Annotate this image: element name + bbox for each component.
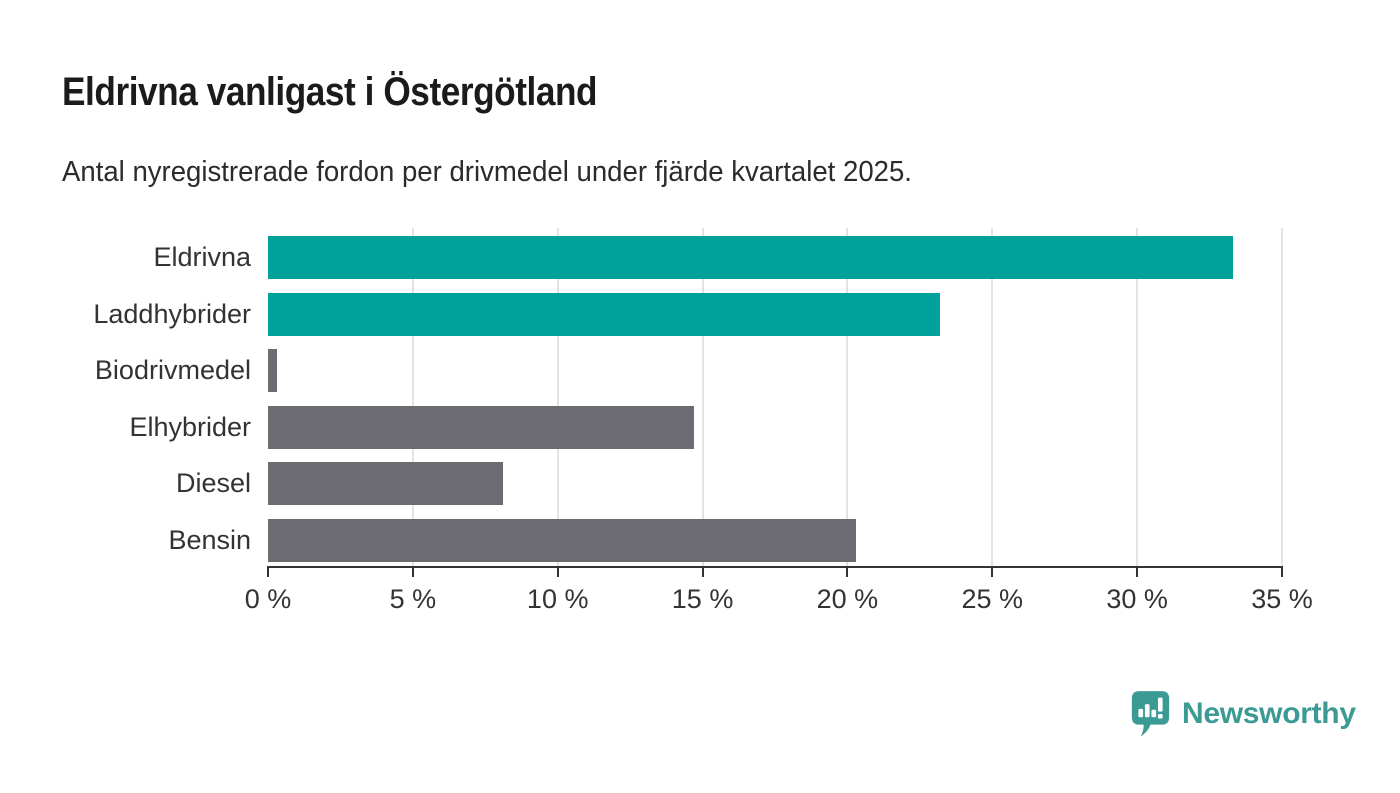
- bar-diesel: [268, 462, 503, 505]
- x-axis-tick-mark: [1136, 568, 1139, 577]
- x-axis-tick-label: 5 %: [389, 584, 437, 614]
- gridline: [556, 228, 559, 568]
- x-axis-line: [267, 566, 1283, 568]
- x-axis-tick-mark: [701, 568, 704, 577]
- newsworthy-logo: Newsworthy: [1130, 689, 1356, 738]
- x-axis-tick-label: 35 %: [1251, 584, 1313, 614]
- x-axis-tick-label: 20 %: [816, 584, 879, 614]
- x-axis-tick-mark: [556, 568, 559, 577]
- x-axis-tick-label: 15 %: [671, 584, 734, 614]
- gridline: [1136, 228, 1139, 568]
- category-label: Laddhybrider: [93, 299, 251, 329]
- gridline: [1281, 228, 1283, 568]
- x-axis-tick-label: 25 %: [961, 584, 1024, 614]
- category-label: Eldrivna: [153, 242, 251, 272]
- bar-laddhybrider: [268, 293, 941, 336]
- x-axis-tick-label: 30 %: [1106, 584, 1168, 614]
- gridline: [701, 228, 704, 568]
- bar-biodrivmedel: [268, 349, 277, 392]
- x-axis-tick-mark: [267, 568, 269, 577]
- chart-title: Eldrivna vanligast i Östergötland: [62, 70, 598, 114]
- newsworthy-logo-text: Newsworthy: [1182, 696, 1356, 730]
- x-axis-tick-label: 10 %: [526, 584, 589, 614]
- category-label: Biodrivmedel: [94, 355, 251, 385]
- x-axis-tick-mark: [846, 568, 849, 577]
- category-label: Bensin: [168, 525, 251, 555]
- x-axis-tick-label: 0 %: [244, 584, 292, 614]
- bar-eldrivna: [268, 236, 1233, 279]
- x-axis-tick-mark: [1281, 568, 1283, 577]
- newsworthy-logo-icon: [1131, 691, 1170, 737]
- gridline: [411, 228, 414, 568]
- plot-area: [268, 228, 1283, 568]
- gridline: [991, 228, 994, 568]
- bar-bensin: [268, 519, 857, 562]
- category-label: Diesel: [175, 468, 251, 498]
- x-axis-tick-mark: [411, 568, 414, 577]
- gridline: [846, 228, 849, 568]
- chart-subtitle: Antal nyregistrerade fordon per drivmede…: [62, 156, 912, 188]
- category-label: Elhybrider: [129, 412, 251, 442]
- x-axis-tick-mark: [991, 568, 994, 577]
- bar-elhybrider: [268, 406, 694, 449]
- category-labels: Eldrivna Laddhybrider Biodrivmedel Elhybrid…: [0, 228, 251, 568]
